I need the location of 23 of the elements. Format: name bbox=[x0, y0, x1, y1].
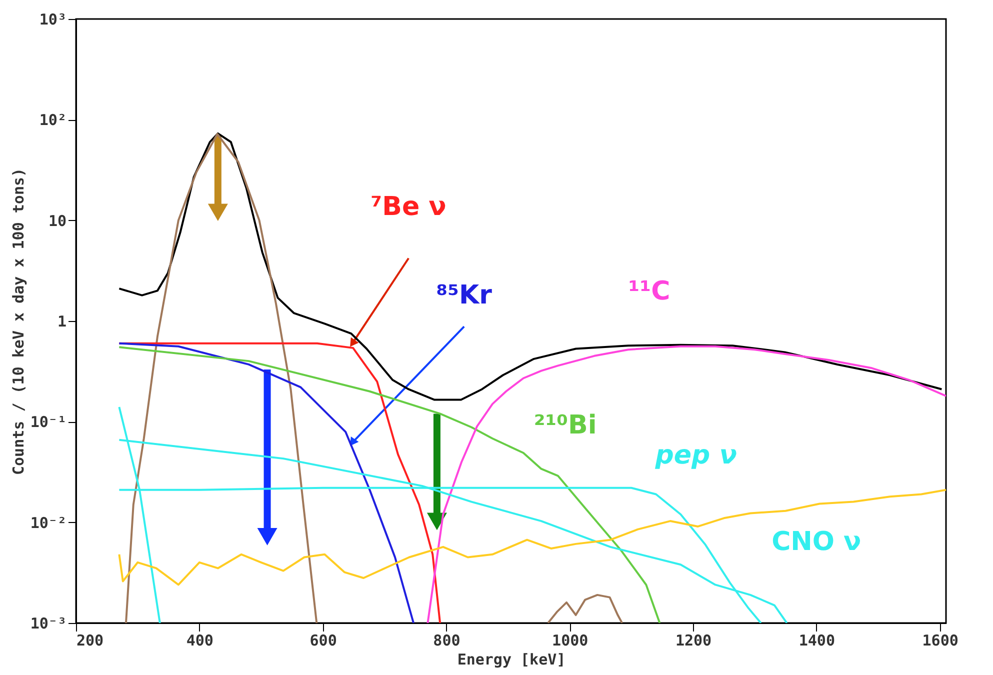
x-tick-label: 1600 bbox=[922, 632, 958, 650]
x-axis-title: Energy [keV] bbox=[457, 650, 566, 668]
text: ⁸⁵Kr bbox=[436, 280, 492, 310]
y-tick-label: 10² bbox=[39, 111, 66, 130]
x-tick-label: 600 bbox=[310, 632, 337, 650]
x-tick-label: 200 bbox=[76, 632, 104, 650]
series-label: ¹¹C bbox=[628, 276, 670, 306]
x-tick-label: 1000 bbox=[552, 632, 588, 650]
x-tick-label: 400 bbox=[186, 632, 214, 650]
x-tick-label: 800 bbox=[433, 632, 460, 650]
y-tick-label: 10 bbox=[48, 212, 66, 230]
x-tick-label: 1200 bbox=[675, 632, 712, 650]
y-tick-label: 10⁻¹ bbox=[30, 413, 66, 432]
series-label: CNO ν bbox=[772, 526, 862, 557]
text: ⁷Be ν bbox=[370, 192, 446, 222]
y-axis-title: Counts / (10 keV x day x 100 tons) bbox=[9, 168, 28, 476]
y-tick-label: 1 bbox=[57, 312, 66, 330]
y-tick-label: 10⁻³ bbox=[30, 614, 66, 632]
y-tick-label: 10³ bbox=[39, 10, 66, 28]
y-tick-label: 10⁻² bbox=[30, 514, 66, 532]
series-label: ²¹⁰Bi bbox=[534, 410, 597, 440]
x-tick-label: 1400 bbox=[798, 632, 835, 650]
series-label: pep ν bbox=[654, 440, 737, 471]
